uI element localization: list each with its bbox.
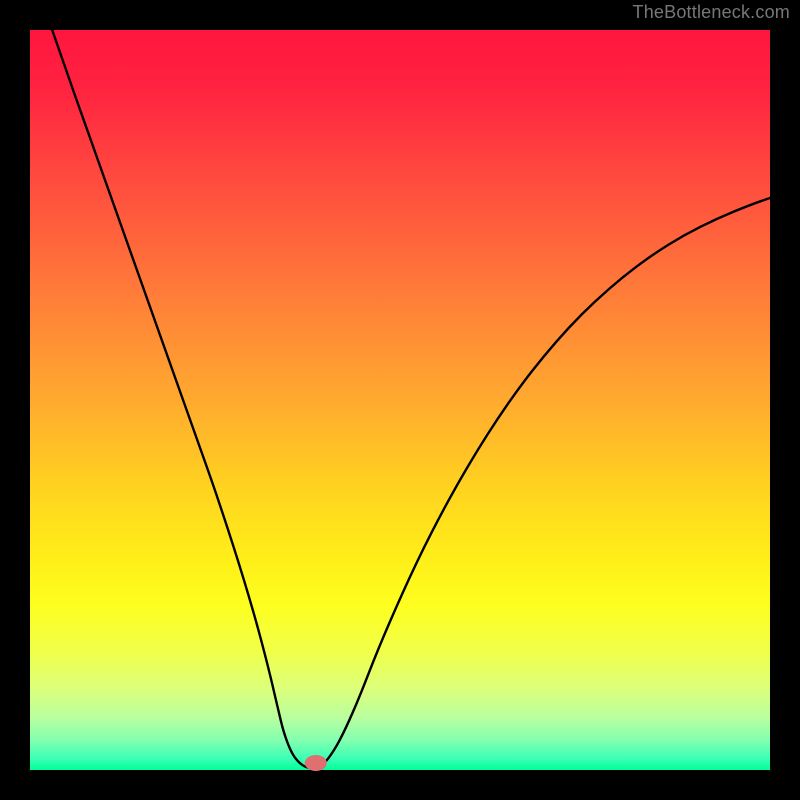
watermark-text: TheBottleneck.com [633,2,790,23]
optimal-point-marker [304,755,326,771]
chart-outer-frame: TheBottleneck.com [0,0,800,800]
chart-plot-area [30,30,770,770]
bottleneck-curve [52,30,770,769]
bottleneck-curve-layer [30,30,770,770]
